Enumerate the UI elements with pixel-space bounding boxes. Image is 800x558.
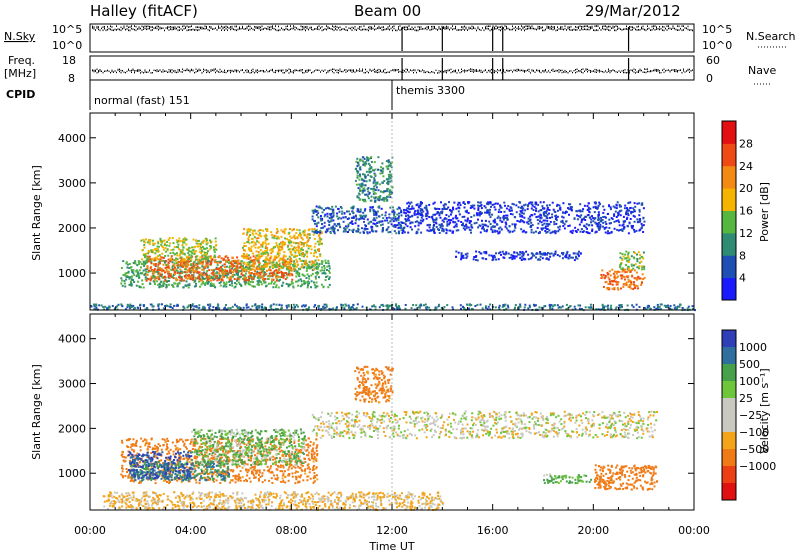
cpid-mode-0: normal (fast) 151 (94, 94, 190, 107)
velocity-ytick-label-1: 2000 (58, 422, 86, 435)
velocity-colorbar-segment-9 (722, 483, 736, 501)
velocity-colorbar-segment-3 (722, 381, 736, 399)
velocity-colorbar-segment-6 (722, 432, 736, 450)
power-colorbar-tick-0: 4 (739, 272, 746, 285)
freq-tick-bottom: 8 (68, 72, 75, 85)
velocity-colorbar-tick-3: 25 (739, 392, 753, 405)
power-colorbar-segment-6 (722, 143, 736, 166)
velocity-colorbar-tick-2: 100 (739, 375, 760, 388)
velocity-colorbar-tick-1: 500 (739, 358, 760, 371)
power-colorbar: 4 8 12 16 20 24 28 (722, 121, 753, 301)
nsearch-label: N.Search (746, 30, 796, 43)
nsearch-tick-top: 10^5 (702, 23, 732, 36)
freq-tick-top: 18 (62, 54, 76, 67)
velocity-ytick-label-0: 1000 (58, 467, 86, 480)
velocity-echo-region-3 (191, 428, 306, 466)
nsearch-tick-bottom: 10^0 (702, 39, 732, 52)
power-colorbar-segment-0 (722, 278, 736, 301)
velocity-colorbar-tick-7: −1000 (739, 460, 776, 473)
velocity-echo-region-6 (354, 366, 394, 404)
velocity-echo-region-7 (103, 491, 444, 511)
power-echo-region-6 (455, 251, 582, 262)
time-tick-3: 12:00 (376, 524, 408, 537)
power-echo-region-9 (355, 156, 394, 203)
beam-title: Beam 00 (354, 2, 421, 20)
velocity-ylabel: Slant Range [km] (30, 364, 43, 460)
power-colorbar-segment-2 (722, 233, 736, 256)
power-colorbar-tick-6: 28 (739, 137, 753, 150)
power-colorbar-segment-5 (722, 166, 736, 189)
cpid-label: CPID (6, 88, 35, 101)
velocity-panel: 1000 2000 3000 4000 (58, 314, 694, 511)
power-colorbar-tick-5: 24 (739, 160, 753, 173)
power-echo-region-7 (600, 269, 645, 291)
power-colorbar-tick-1: 8 (739, 249, 746, 262)
cpid-mode-1: themis 3300 (396, 84, 465, 97)
velocity-colorbar-segment-8 (722, 466, 736, 484)
time-tick-0: 00:00 (74, 524, 106, 537)
velocity-colorbar-segment-1 (722, 347, 736, 365)
time-axis: 00:00 04:00 08:00 12:00 16:00 20:00 00:00 (74, 524, 710, 537)
freq-label-line1: Freq. (8, 54, 35, 67)
power-colorbar-label: Power [dB] (758, 182, 771, 242)
nave-label: Nave (748, 64, 776, 77)
velocity-colorbar-segment-0 (722, 330, 736, 348)
nsky-tick-top: 10^5 (52, 23, 82, 36)
power-colorbar-segment-4 (722, 188, 736, 211)
time-tick-4: 16:00 (477, 524, 509, 537)
time-axis-label: Time UT (368, 540, 414, 553)
power-ytick-label-1: 2000 (58, 222, 86, 235)
nave-tick-top: 60 (706, 54, 720, 67)
power-ytick-label-0: 1000 (58, 267, 86, 280)
date-title: 29/Mar/2012 (585, 2, 681, 20)
power-colorbar-tick-4: 20 (739, 182, 753, 195)
velocity-ytick-label-3: 4000 (58, 333, 86, 346)
velocity-colorbar-segment-7 (722, 449, 736, 467)
power-colorbar-segment-1 (722, 255, 736, 278)
radar-title: Halley (fitACF) (90, 2, 198, 20)
power-ylabel: Slant Range [km] (30, 165, 43, 261)
velocity-echo-region-4 (312, 410, 658, 439)
nsky-label: N.Sky (4, 30, 36, 43)
time-tick-2: 08:00 (275, 524, 307, 537)
velocity-colorbar-segment-5 (722, 415, 736, 433)
power-colorbar-segment-7 (722, 121, 736, 144)
velocity-colorbar-segment-2 (722, 364, 736, 382)
power-ytick-label-2: 3000 (58, 177, 86, 190)
velocity-ytick-label-2: 3000 (58, 378, 86, 391)
power-echo-region-8 (619, 251, 645, 271)
nsky-trace (92, 26, 693, 30)
velocity-colorbar-label: Velocity [m s⁻¹] (758, 368, 771, 453)
power-colorbar-tick-2: 12 (739, 227, 753, 240)
time-tick-6: 00:00 (678, 524, 710, 537)
time-tick-1: 04:00 (175, 524, 207, 537)
power-colorbar-segment-3 (722, 211, 736, 234)
power-echo-region-3 (140, 237, 217, 261)
power-ytick-label-3: 4000 (58, 132, 86, 145)
freq-label-line2: [MHz] (4, 67, 36, 80)
velocity-colorbar-segment-4 (722, 398, 736, 416)
freq-panel (90, 56, 694, 80)
time-tick-5: 20:00 (577, 524, 609, 537)
freq-trace (92, 69, 693, 73)
velocity-colorbar-tick-0: 1000 (739, 341, 767, 354)
nsky-tick-bottom: 10^0 (52, 39, 82, 52)
power-panel: 1000 2000 3000 4000 (58, 113, 696, 311)
power-echo-region-5 (405, 201, 646, 234)
velocity-echo-region-5 (594, 464, 658, 490)
nave-tick-bottom: 0 (706, 72, 713, 85)
power-colorbar-tick-3: 16 (739, 205, 753, 218)
velocity-echo-region-8 (543, 473, 592, 484)
